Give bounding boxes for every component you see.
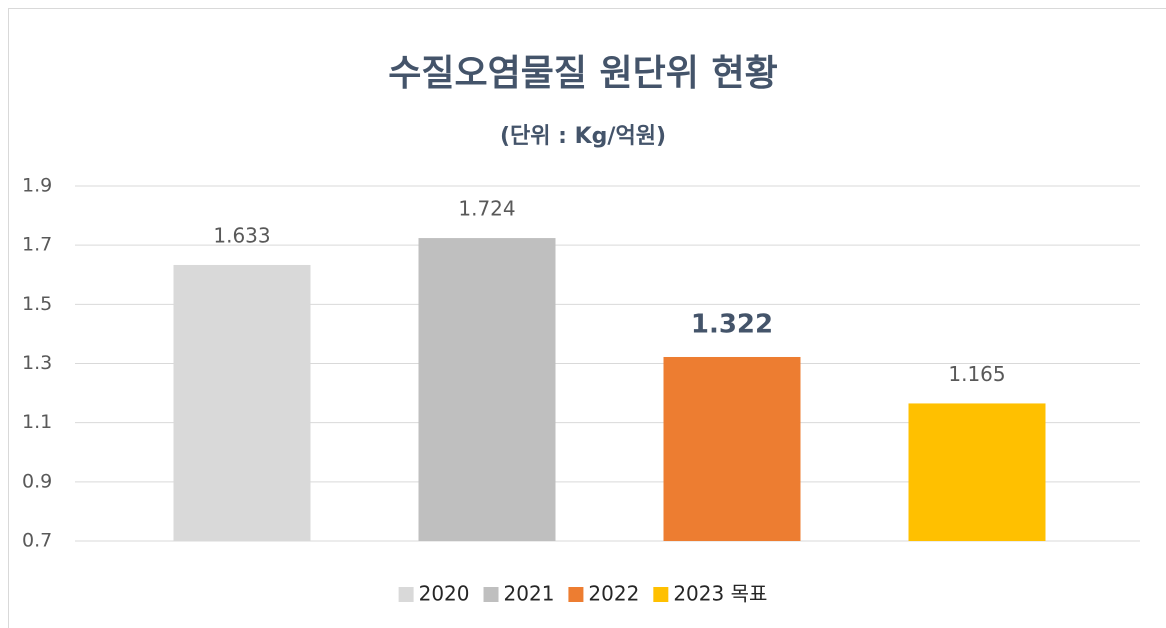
y-tick-label: 1.3 [22, 352, 52, 374]
value-label: 1.322 [691, 309, 773, 339]
y-tick-label: 1.7 [22, 234, 52, 256]
bar [173, 264, 311, 541]
chart-title: 수질오염물질 원단위 현황 [388, 53, 777, 94]
bar [418, 238, 556, 542]
y-tick-label: 1.1 [22, 411, 52, 433]
chart-subtitle: (단위 : Kg/억원) [500, 124, 666, 149]
legend-swatch [483, 587, 499, 602]
y-tick-label: 1.9 [22, 175, 52, 197]
legend-label: 2020 [419, 582, 470, 606]
y-tick-label: 0.7 [22, 530, 52, 552]
value-label: 1.165 [948, 362, 1005, 386]
bar [663, 356, 801, 541]
value-label: 1.633 [213, 223, 270, 247]
legend-swatch [398, 587, 414, 602]
y-tick-label: 1.5 [22, 293, 52, 315]
legend-swatch [653, 587, 669, 602]
legend-label: 2023 목표 [673, 582, 767, 606]
legend-label: 2022 [588, 582, 639, 606]
legend-swatch [568, 587, 584, 602]
value-label: 1.724 [458, 197, 515, 221]
bar [908, 403, 1046, 541]
legend-label: 2021 [504, 582, 555, 606]
y-tick-label: 0.9 [22, 470, 52, 492]
